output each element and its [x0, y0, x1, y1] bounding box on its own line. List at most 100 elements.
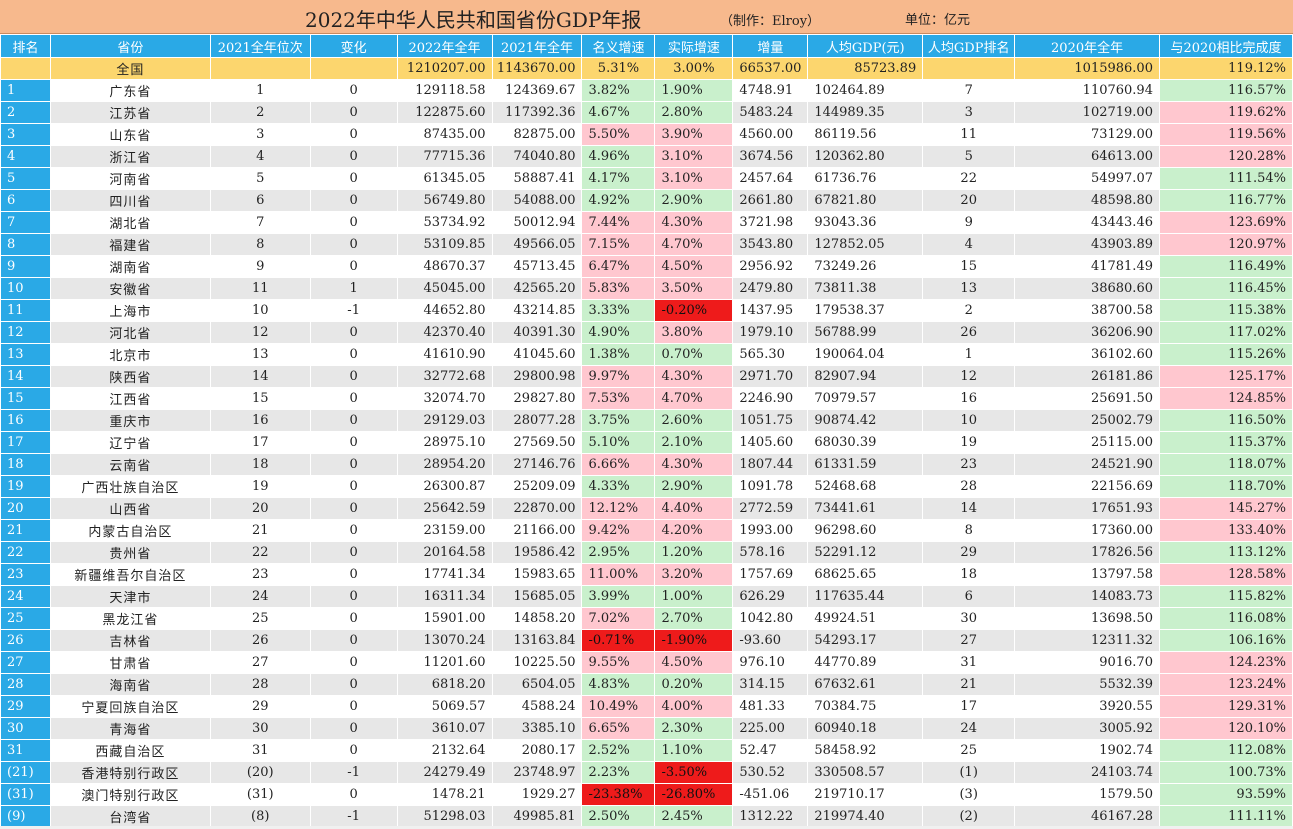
change-cell: -1 [309, 805, 398, 828]
gdp2021-cell: 49985.81 [491, 805, 583, 828]
cell [0, 57, 51, 80]
gdp2021-cell: 58887.41 [491, 167, 583, 190]
real-growth-cell: -1.90% [654, 629, 734, 652]
change-cell: 0 [309, 673, 398, 696]
gdp2021-cell: 54088.00 [491, 189, 583, 212]
per-capita-cell: 127852.05 [807, 233, 924, 256]
table-row: 24 天津市 24 0 16311.34 15685.05 3.99% 1.00% 626.29… [0, 585, 1293, 608]
real-growth-cell: 0.20% [654, 673, 734, 696]
real-growth-cell: 1.20% [654, 541, 734, 564]
gdp2021-cell: 124369.67 [491, 79, 583, 102]
gdp2022-cell: 48670.37 [396, 255, 493, 278]
rank2021-cell: 13 [209, 343, 311, 366]
gdp2021-cell: 29800.98 [491, 365, 583, 388]
nominal-growth-cell: 4.92% [581, 189, 656, 212]
col-pc-rank-header: 人均GDP排名 [922, 34, 1016, 58]
increment-cell: 481.33 [732, 695, 809, 718]
col-completion-header: 与2020相比完成度 [1158, 34, 1293, 58]
per-capita-rank-cell: 10 [922, 409, 1016, 432]
gdp2021-cell: 40391.30 [491, 321, 583, 344]
province-cell: 内蒙古自治区 [49, 519, 211, 542]
gdp2021-cell: 1929.27 [491, 783, 583, 806]
gdp2022-cell: 41610.90 [396, 343, 493, 366]
change-cell: 0 [309, 563, 398, 586]
rank2021-cell: 11 [209, 277, 311, 300]
gdp2020-cell: 38680.60 [1014, 277, 1160, 300]
increment-cell: 626.29 [732, 585, 809, 608]
table-row: 27 甘肃省 27 0 11201.60 10225.50 9.55% 4.50% 976.10… [0, 651, 1293, 674]
rank2021-cell: 20 [209, 497, 311, 520]
rank2021-cell: (31) [209, 783, 311, 806]
table-row: 4 浙江省 4 0 77715.36 74040.80 4.96% 3.10% 3674.56 1… [0, 145, 1293, 168]
per-capita-cell: 68625.65 [807, 563, 924, 586]
rank2021-cell: 8 [209, 233, 311, 256]
gdp2021-cell: 27569.50 [491, 431, 583, 454]
nominal-growth-cell: 2.50% [581, 805, 656, 828]
completion-cell: 120.28% [1158, 145, 1293, 168]
per-capita-cell: 68030.39 [807, 431, 924, 454]
nominal-growth-cell: 4.83% [581, 673, 656, 696]
gdp2021-cell: 41045.60 [491, 343, 583, 366]
gdp2022-cell: 2132.64 [396, 739, 493, 762]
rank-cell: 14 [0, 365, 51, 388]
col-per-capita-header: 人均GDP(元) [807, 34, 924, 58]
province-cell: 宁夏回族自治区 [49, 695, 211, 718]
rank2021-cell: 10 [209, 299, 311, 322]
per-capita-rank-cell: 26 [922, 321, 1016, 344]
increment-cell: 1042.80 [732, 607, 809, 630]
gdp2020-cell: 43443.46 [1014, 211, 1160, 234]
completion-cell: 100.73% [1158, 761, 1293, 784]
province-cell: 新疆维吾尔自治区 [49, 563, 211, 586]
table-row: 13 北京市 13 0 41610.90 41045.60 1.38% 0.70% 565.30… [0, 343, 1293, 366]
rank-cell: 11 [0, 299, 51, 322]
completion-cell: 119.62% [1158, 101, 1293, 124]
nominal-growth-cell: 3.99% [581, 585, 656, 608]
nominal-growth-cell: 11.00% [581, 563, 656, 586]
province-cell: 黑龙江省 [49, 607, 211, 630]
province-cell: 浙江省 [49, 145, 211, 168]
per-capita-cell: 60940.18 [807, 717, 924, 740]
change-cell: 0 [309, 497, 398, 520]
increment-cell: 2246.90 [732, 387, 809, 410]
real-growth-cell: 2.90% [654, 475, 734, 498]
rank2021-cell: (20) [209, 761, 311, 784]
gdp2021-cell: 14858.20 [491, 607, 583, 630]
gdp2022-cell: 15901.00 [396, 607, 493, 630]
increment-cell: 530.52 [732, 761, 809, 784]
rank-cell: (31) [0, 783, 51, 806]
per-capita-rank-cell: 4 [922, 233, 1016, 256]
province-cell: 湖北省 [49, 211, 211, 234]
completion-cell: 93.59% [1158, 783, 1293, 806]
completion-cell: 112.08% [1158, 739, 1293, 762]
increment-cell: 4560.00 [732, 123, 809, 146]
unit-label: 单位：亿元 [905, 13, 971, 28]
rank2021-cell: 26 [209, 629, 311, 652]
rank2021-cell: 7 [209, 211, 311, 234]
nominal-growth-cell: 2.52% [581, 739, 656, 762]
col-rank2021-header: 2021全年位次 [209, 34, 311, 58]
gdp2022-cell: 1478.21 [396, 783, 493, 806]
rank-cell: 19 [0, 475, 51, 498]
gdp2021-cell: 27146.76 [491, 453, 583, 476]
rank-cell: 3 [0, 123, 51, 146]
per-capita-rank-cell: 15 [922, 255, 1016, 278]
increment-cell: 3543.80 [732, 233, 809, 256]
gdp2020-cell: 14083.73 [1014, 585, 1160, 608]
rank2021-cell: 15 [209, 387, 311, 410]
change-cell: 0 [309, 717, 398, 740]
change-cell: 0 [309, 431, 398, 454]
rank2021-cell: 5 [209, 167, 311, 190]
gdp2022-cell: 28954.20 [396, 453, 493, 476]
increment-cell: -93.60 [732, 629, 809, 652]
rank2021-cell: 17 [209, 431, 311, 454]
gdp2022-cell: 16311.34 [396, 585, 493, 608]
rank-cell: 30 [0, 717, 51, 740]
real-growth-cell: 4.00% [654, 695, 734, 718]
per-capita-cell: 73441.61 [807, 497, 924, 520]
real-growth-cell: 4.50% [654, 255, 734, 278]
per-capita-rank-cell: 29 [922, 541, 1016, 564]
table-row: (21) 香港特别行政区 (20) -1 24279.49 23748.97 2.23% -3… [0, 761, 1293, 784]
gdp2022-cell: 129118.58 [396, 79, 493, 102]
real-growth-cell: 4.70% [654, 387, 734, 410]
per-capita-cell: 117635.44 [807, 585, 924, 608]
